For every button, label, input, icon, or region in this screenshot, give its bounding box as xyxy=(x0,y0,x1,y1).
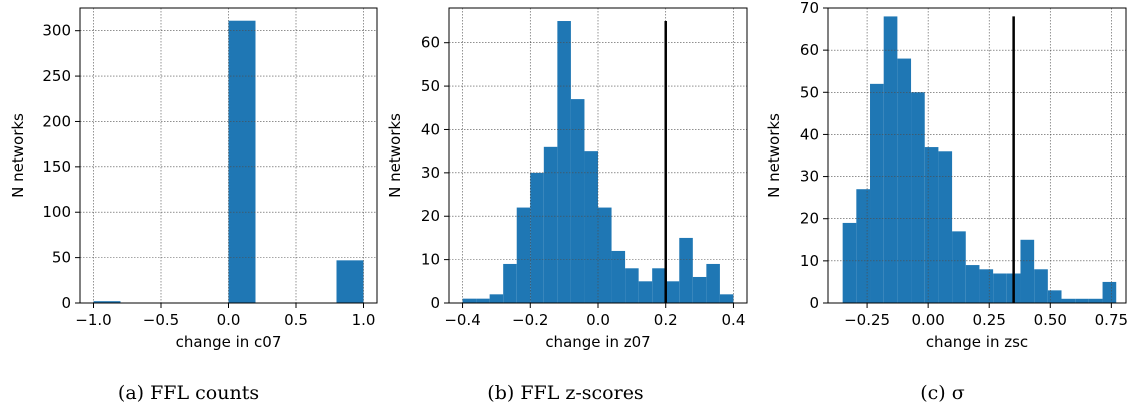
bar xyxy=(503,263,517,303)
y-tick-label: 100 xyxy=(42,203,71,221)
y-tick-label: 20 xyxy=(800,210,819,228)
bar xyxy=(476,298,490,303)
bar xyxy=(543,146,558,303)
caption-a: (a) FFL counts xyxy=(117,382,260,404)
histogram-ffl-counts: −1.0 −0.5 0.0 0.5 1.0 0 50 100 150 200 250 300 chang… xyxy=(9,7,378,351)
y-tick-label: 50 xyxy=(52,249,71,267)
x-tick-label: 0.5 xyxy=(284,311,308,329)
y-tick-label: 150 xyxy=(42,158,71,176)
x-axis-label: change in z07 xyxy=(545,333,650,351)
bar xyxy=(652,268,666,303)
bar xyxy=(530,172,544,303)
y-tick-label: 30 xyxy=(800,168,819,186)
x-tick-label: −0.5 xyxy=(143,311,179,329)
y-tick-label: 30 xyxy=(421,164,440,182)
bar xyxy=(336,260,364,303)
bar xyxy=(638,281,653,303)
bar xyxy=(584,151,598,303)
bar xyxy=(719,294,734,303)
bar xyxy=(993,273,1007,303)
bar xyxy=(856,189,871,303)
bar xyxy=(1075,298,1089,303)
x-tick-label: 0.2 xyxy=(654,311,678,329)
bar xyxy=(665,281,680,303)
bar xyxy=(1034,269,1048,303)
y-tick-label: 200 xyxy=(42,112,71,130)
y-tick-label: 0 xyxy=(809,294,819,312)
y-tick-label: 40 xyxy=(800,125,819,143)
bar xyxy=(924,147,939,303)
y-tick-label: 50 xyxy=(421,77,440,95)
bar xyxy=(1088,298,1103,303)
bar xyxy=(1102,281,1117,303)
bar xyxy=(557,21,571,303)
histogram-ffl-zscores: −0.4 −0.2 0.0 0.2 0.4 0 10 20 30 40 50 60 change in … xyxy=(386,7,748,351)
x-tick-label: 0.75 xyxy=(1095,311,1128,329)
y-tick-label: 20 xyxy=(421,207,440,225)
y-axis-label: N networks xyxy=(765,113,783,198)
bar xyxy=(611,250,626,303)
x-axis-label: change in c07 xyxy=(176,333,282,351)
bar xyxy=(93,301,121,303)
bar xyxy=(462,298,477,303)
y-tick-label: 60 xyxy=(800,41,819,59)
panel-c: −0.25 0.00 0.25 0.50 0.75 0 10 20 30 40 50 60 70 chan… xyxy=(754,0,1131,413)
bar xyxy=(692,276,707,303)
y-tick-label: 0 xyxy=(430,294,440,312)
bar xyxy=(952,231,966,303)
bar xyxy=(516,207,531,303)
x-tick-label: 0.00 xyxy=(911,311,944,329)
bar xyxy=(938,151,953,303)
caption-c: (c) σ xyxy=(920,382,965,404)
bar xyxy=(842,222,857,303)
bar xyxy=(625,268,639,303)
y-tick-label: 60 xyxy=(421,34,440,52)
x-tick-label: 0.50 xyxy=(1034,311,1067,329)
bar xyxy=(911,92,925,304)
bars xyxy=(93,20,364,303)
bar xyxy=(1047,290,1062,303)
x-tick-label: −0.25 xyxy=(844,311,890,329)
grid xyxy=(828,7,1126,304)
y-tick-label: 300 xyxy=(42,22,71,40)
histogram-sigma: −0.25 0.00 0.25 0.50 0.75 0 10 20 30 40 50 60 70 chan… xyxy=(765,0,1128,351)
y-axis-label: N networks xyxy=(386,113,404,198)
x-tick-label: 0.0 xyxy=(217,311,241,329)
panel-a: −1.0 −0.5 0.0 0.5 1.0 0 50 100 150 200 250 300 chang… xyxy=(0,0,378,413)
y-tick-label: 10 xyxy=(421,251,440,269)
bar xyxy=(883,16,898,304)
plot-frame xyxy=(827,7,1127,304)
bar xyxy=(679,237,693,303)
bar xyxy=(870,83,884,303)
y-tick-label: 40 xyxy=(421,120,440,138)
y-tick-label: 0 xyxy=(61,294,71,312)
y-axis-label: N networks xyxy=(9,113,27,198)
bar xyxy=(965,265,980,303)
bars xyxy=(462,21,734,304)
x-tick-label: 0.4 xyxy=(722,311,746,329)
bar xyxy=(1061,298,1076,303)
x-tick-label: −0.2 xyxy=(512,311,548,329)
y-tick-label: 70 xyxy=(800,0,819,17)
y-tick-label: 250 xyxy=(42,67,71,85)
bar xyxy=(706,263,720,303)
x-tick-label: 0.0 xyxy=(586,311,610,329)
bar xyxy=(489,294,504,303)
x-tick-label: 1.0 xyxy=(352,311,376,329)
bar xyxy=(979,269,994,303)
x-tick-label: −0.4 xyxy=(444,311,480,329)
bar xyxy=(897,58,912,304)
bar xyxy=(598,207,612,303)
x-axis-label: change in zsc xyxy=(926,333,1028,351)
panel-b: −0.4 −0.2 0.0 0.2 0.4 0 10 20 30 40 50 60 change in … xyxy=(377,0,754,413)
x-tick-label: −1.0 xyxy=(75,311,111,329)
bar xyxy=(570,99,585,304)
y-tick-label: 10 xyxy=(800,252,819,270)
y-tick-label: 50 xyxy=(800,83,819,101)
caption-b: (b) FFL z-scores xyxy=(487,382,644,404)
x-tick-label: 0.25 xyxy=(973,311,1006,329)
bar xyxy=(1020,239,1035,303)
bars xyxy=(842,16,1117,304)
bar xyxy=(228,20,256,303)
